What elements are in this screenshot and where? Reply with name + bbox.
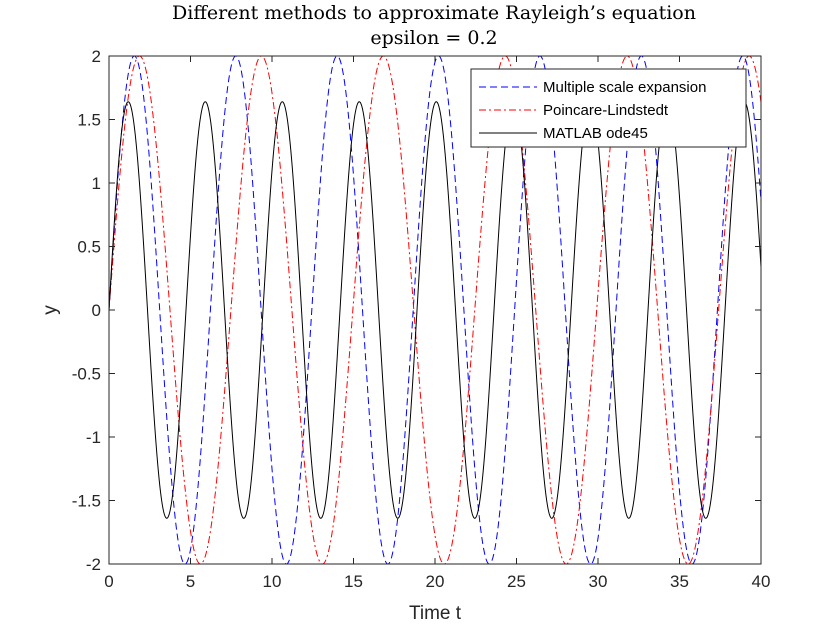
legend: Multiple scale expansion Poincare-Lindst… bbox=[470, 68, 747, 148]
x-tick-label: 40 bbox=[752, 572, 771, 591]
y-tick-label: -2 bbox=[86, 555, 101, 574]
x-tick-label: 10 bbox=[263, 572, 282, 591]
y-tick-label: 2 bbox=[92, 47, 101, 66]
x-tick-label: 5 bbox=[186, 572, 195, 591]
legend-entry-matlab-ode45: MATLAB ode45 bbox=[543, 125, 648, 142]
y-tick-label: 0.5 bbox=[77, 238, 101, 257]
tick-layer: 0 5 10 15 20 25 30 35 40 -2 -1.5 -1 -0.5 0 0.5 1 1.5 2 bbox=[72, 47, 771, 591]
x-tick-label: 0 bbox=[104, 572, 113, 591]
x-tick-label: 20 bbox=[426, 572, 445, 591]
y-tick-label: 1.5 bbox=[77, 111, 101, 130]
chart-subtitle: epsilon = 0.2 bbox=[370, 27, 497, 49]
x-tick-label: 30 bbox=[589, 572, 608, 591]
y-tick-label: -1 bbox=[86, 428, 101, 447]
series-matlab-ode45 bbox=[109, 101, 761, 519]
legend-entry-poincare-lindstedt: Poincare-Lindstedt bbox=[543, 102, 669, 119]
x-tick-label: 25 bbox=[507, 572, 526, 591]
legend-box bbox=[470, 68, 747, 148]
chart-title: Different methods to approximate Rayleig… bbox=[172, 2, 696, 24]
y-axis-label: y bbox=[40, 305, 61, 315]
y-tick-label: 0 bbox=[92, 301, 101, 320]
y-tick-label: -0.5 bbox=[72, 365, 101, 384]
x-tick-label: 35 bbox=[670, 572, 689, 591]
series-layer bbox=[109, 56, 761, 564]
legend-entry-multiple-scale: Multiple scale expansion bbox=[543, 79, 706, 96]
y-tick-label: 1 bbox=[92, 174, 101, 193]
y-tick-label: -1.5 bbox=[72, 492, 101, 511]
x-axis-label: Time t bbox=[409, 603, 462, 624]
x-tick-label: 15 bbox=[344, 572, 363, 591]
